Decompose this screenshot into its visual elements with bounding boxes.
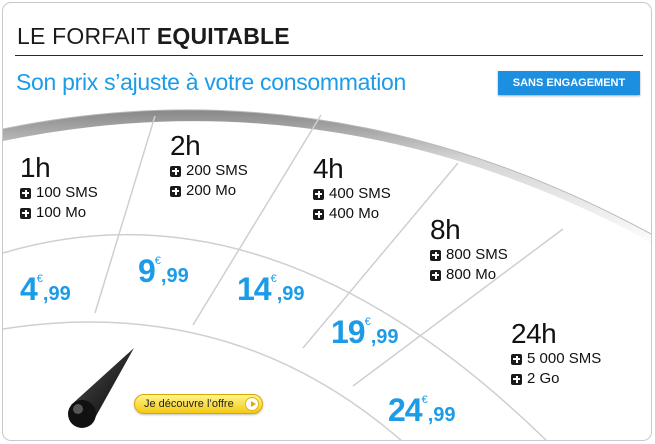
speedometer-dial [3,109,651,440]
plan-1h: 1h 100 SMS 100 Mo [20,153,98,223]
plan-data: 400 Mo [313,204,391,224]
price-1h: 4€,99 [20,271,71,307]
subtitle: Son prix s’ajuste à votre consommation [16,69,407,95]
plus-square-icon [511,353,522,365]
plan-duration: 2h [170,130,201,161]
plan-sms: 400 SMS [313,184,391,204]
plus-square-icon [20,207,31,219]
plan-duration: 24h [511,318,557,349]
plan-4h: 4h 400 SMS 400 Mo [313,154,391,224]
plan-duration: 4h [313,153,344,184]
plan-data: 100 Mo [20,203,98,223]
play-arrow-icon [245,397,259,411]
price-2h: 9€,99 [138,253,189,289]
page-title: LE FORFAIT EQUITABLE [17,23,290,49]
plan-sms: 5 000 SMS [511,349,601,369]
plan-data: 200 Mo [170,181,248,201]
plus-square-icon [313,188,324,200]
title-divider [15,55,643,56]
plan-sms: 800 SMS [430,245,508,265]
plus-square-icon [430,269,441,281]
plus-square-icon [430,249,441,261]
plan-data: 800 Mo [430,265,508,285]
no-commitment-badge: SANS ENGAGEMENT [498,71,640,95]
plus-square-icon [170,185,181,197]
plus-square-icon [313,208,324,220]
plus-square-icon [20,187,31,199]
plan-8h: 8h 800 SMS 800 Mo [430,215,508,285]
price-24h: 24€,99 [388,392,456,428]
plan-24h: 24h 5 000 SMS 2 Go [511,319,601,389]
plan-data: 2 Go [511,369,601,389]
plus-square-icon [511,373,522,385]
price-4h: 14€,99 [237,271,305,307]
plan-duration: 8h [430,214,461,245]
plan-duration: 1h [20,152,51,183]
discover-offer-button[interactable]: Je découvre l’offre [134,394,263,414]
discover-offer-label: Je découvre l’offre [144,398,234,410]
plan-2h: 2h 200 SMS 200 Mo [170,131,248,201]
plan-sms: 100 SMS [20,183,98,203]
plan-sms: 200 SMS [170,161,248,181]
price-8h: 19€,99 [331,314,399,350]
plus-square-icon [170,165,181,177]
